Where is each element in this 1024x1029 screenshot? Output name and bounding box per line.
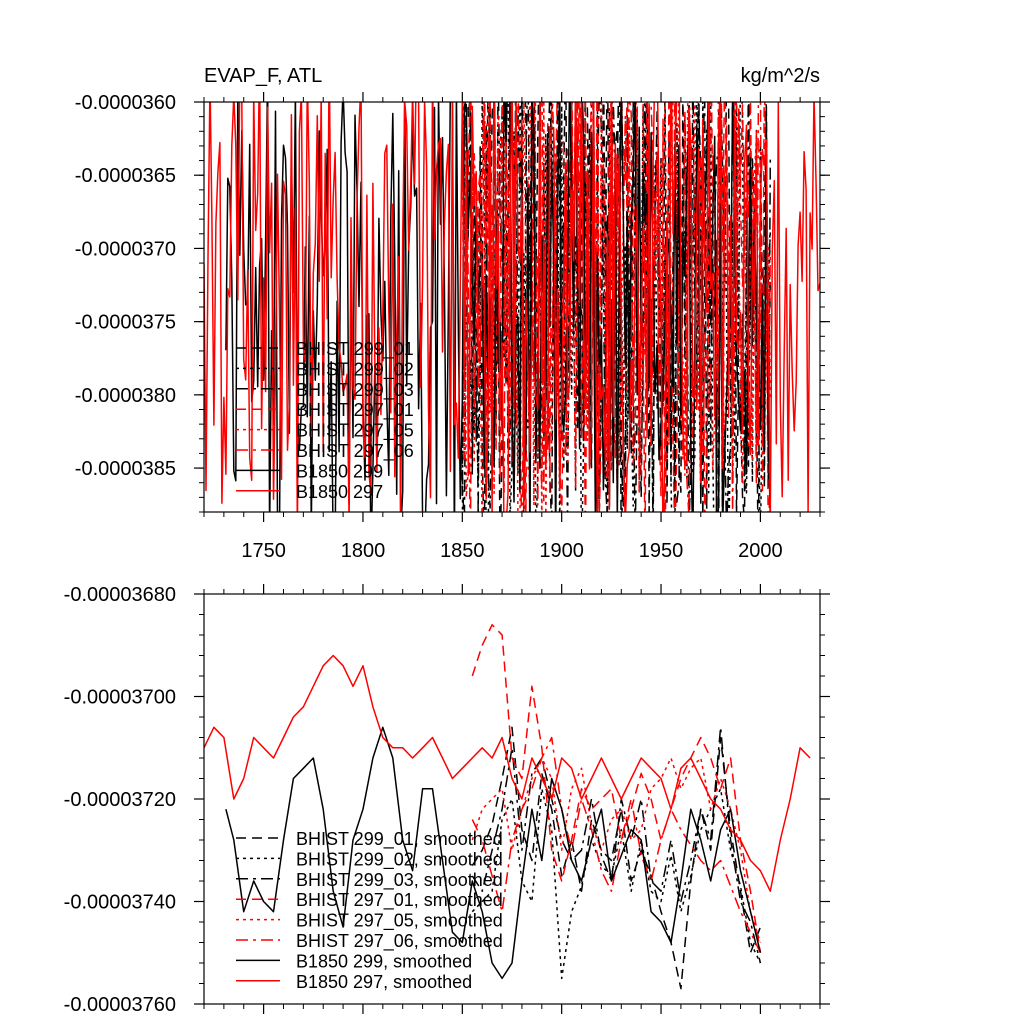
series-line-4 bbox=[471, 757, 762, 943]
x-tick-label: 1800 bbox=[341, 540, 386, 562]
legend-label-5: BHIST 297_06, smoothed bbox=[296, 931, 503, 952]
series-lines bbox=[204, 624, 811, 990]
legend-label-6: B1850 299 bbox=[296, 461, 383, 481]
series-line-7 bbox=[204, 102, 820, 512]
y-tick-label: -0.0000375 bbox=[75, 312, 176, 334]
legend-label-2: BHIST 299_03 bbox=[296, 380, 414, 401]
series-lines bbox=[204, 102, 820, 512]
legend-label-0: BHIST 299_01 bbox=[296, 339, 414, 360]
top-chart-title: EVAP_F, ATL bbox=[204, 65, 322, 87]
legend-label-3: BHIST 297_01 bbox=[296, 400, 414, 421]
legend-label-5: BHIST 297_06 bbox=[296, 441, 414, 462]
y-tick-label: -0.0000370 bbox=[75, 238, 176, 260]
series-line-5 bbox=[471, 736, 762, 954]
legend-label-1: BHIST 299_02, smoothed bbox=[296, 849, 503, 870]
legend-label-3: BHIST 297_01, smoothed bbox=[296, 890, 503, 911]
y-tick-label: -0.00003720 bbox=[64, 789, 176, 811]
legend-label-1: BHIST 299_02 bbox=[296, 359, 414, 380]
legend-label-7: B1850 297 bbox=[296, 482, 383, 502]
y-tick-label: -0.00003740 bbox=[64, 892, 176, 914]
y-tick-label: -0.0000385 bbox=[75, 458, 176, 480]
top-chart-units: kg/m^2/s bbox=[741, 65, 820, 87]
y-tick-label: -0.0000360 bbox=[75, 92, 176, 114]
legend-label-6: B1850 299, smoothed bbox=[296, 951, 472, 971]
x-tick-label: 1750 bbox=[241, 540, 286, 562]
legend-label-4: BHIST 297_05 bbox=[296, 421, 414, 442]
y-tick-label: -0.0000365 bbox=[75, 165, 176, 187]
legend-label-7: B1850 297, smoothed bbox=[296, 972, 472, 992]
series-line-2 bbox=[471, 726, 762, 964]
bottom-chart-panel: -0.00003680 -0.00003700 -0.00003720 -0.0000… bbox=[64, 584, 830, 1016]
legend-label-2: BHIST 299_03, smoothed bbox=[296, 870, 503, 891]
series-line-6 bbox=[225, 726, 762, 980]
x-tick-label: 1900 bbox=[539, 540, 584, 562]
x-tick-label: 1950 bbox=[639, 540, 684, 562]
top-chart-panel: 1750 1800 1850 1900 1950 2000 -0.0000360 -0.000… bbox=[75, 92, 830, 562]
series-line-6 bbox=[225, 102, 771, 512]
legend-label-4: BHIST 297_05, smoothed bbox=[296, 911, 503, 932]
y-tick-label: -0.00003680 bbox=[64, 584, 176, 606]
series-line-7 bbox=[204, 654, 811, 892]
x-tick-label: 1850 bbox=[440, 540, 485, 562]
legend-label-0: BHIST 299_01, smoothed bbox=[296, 829, 503, 850]
y-tick-label: -0.0000380 bbox=[75, 385, 176, 407]
y-tick-label: -0.00003700 bbox=[64, 687, 176, 709]
x-tick-label: 2000 bbox=[738, 540, 783, 562]
series-line-3 bbox=[471, 624, 762, 953]
y-tick-label: -0.00003760 bbox=[64, 994, 176, 1016]
